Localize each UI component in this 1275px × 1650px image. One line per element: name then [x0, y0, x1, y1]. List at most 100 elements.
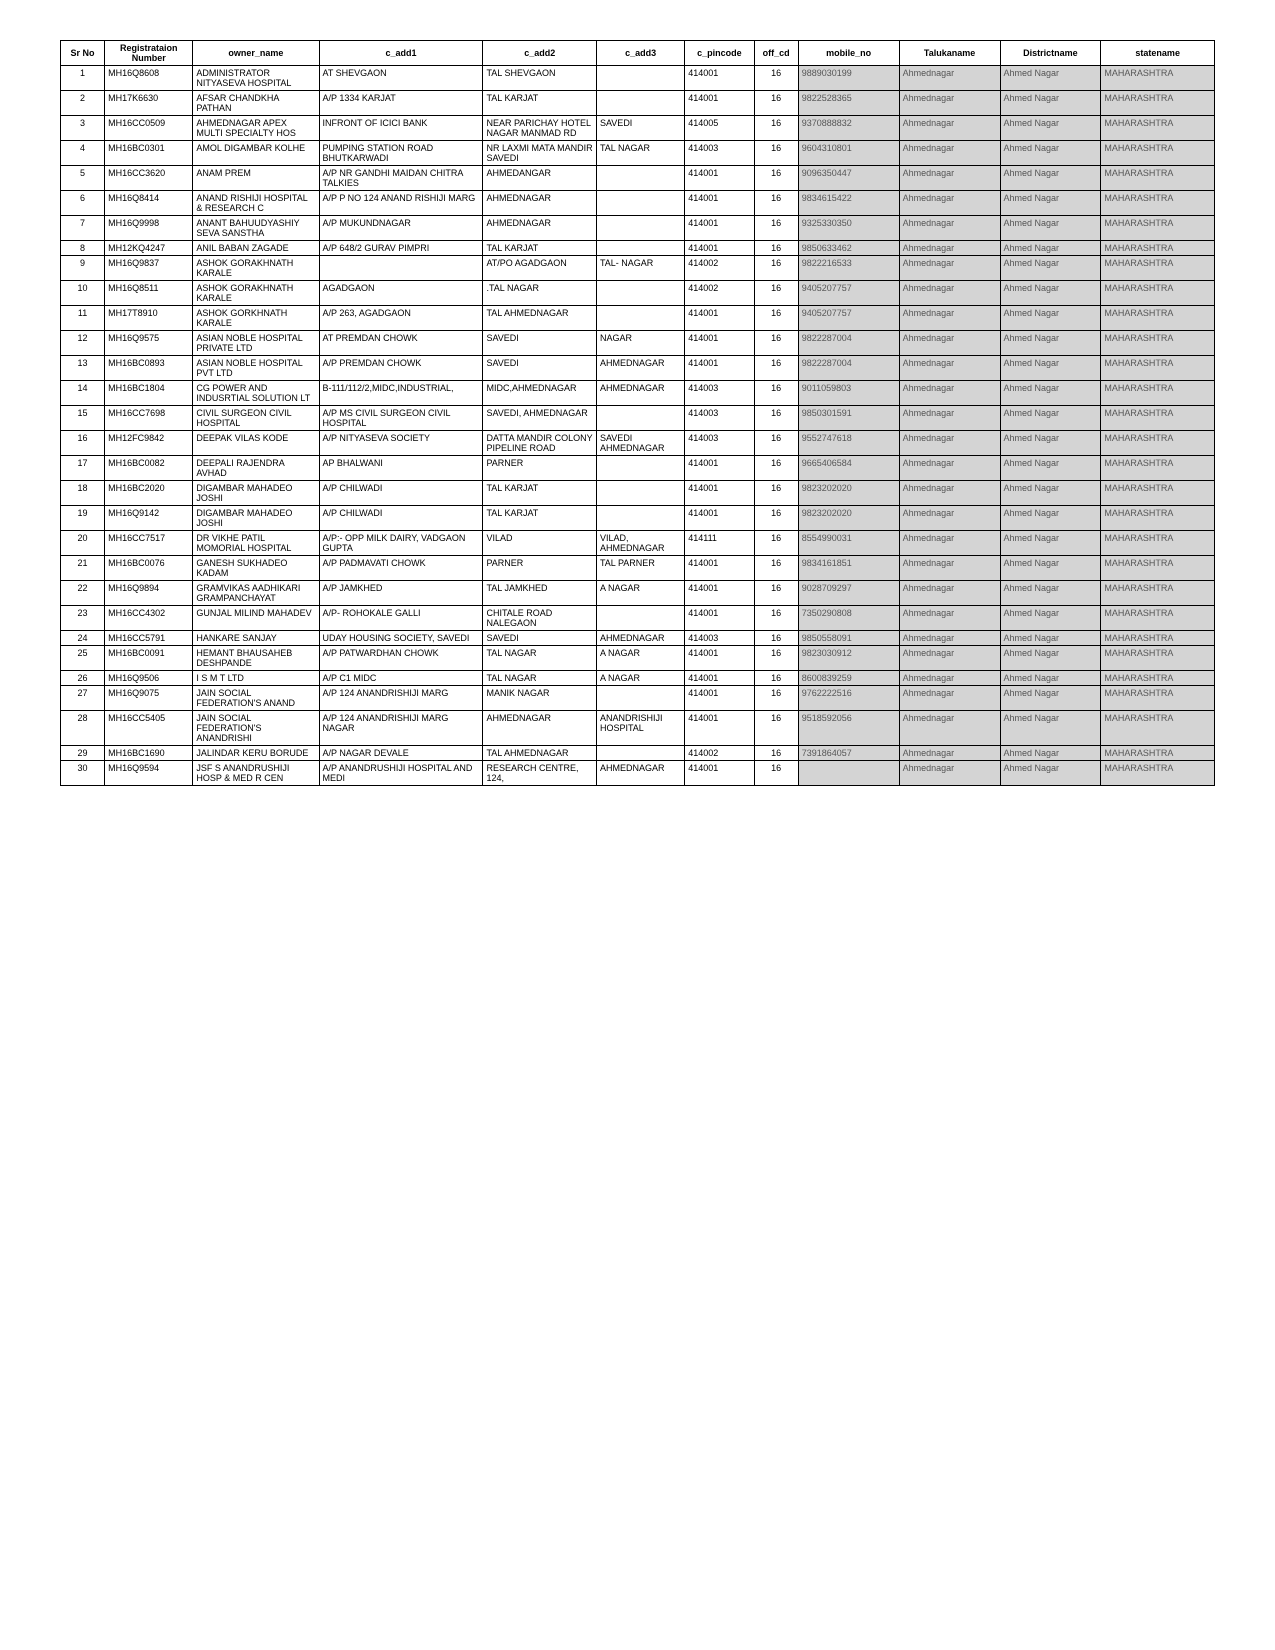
table-cell: 414001 — [685, 711, 754, 746]
column-header: Talukaname — [899, 41, 1000, 66]
table-cell: 16 — [754, 381, 798, 406]
table-cell: MAHARASHTRA — [1101, 331, 1215, 356]
table-cell: MAHARASHTRA — [1101, 381, 1215, 406]
table-cell: 414001 — [685, 166, 754, 191]
table-cell: A/P NR GANDHI MAIDAN CHITRA TALKIES — [319, 166, 483, 191]
table-cell — [596, 606, 684, 631]
table-cell: 16 — [754, 631, 798, 646]
table-cell: 25 — [61, 646, 105, 671]
table-cell: DATTA MANDIR COLONY PIPELINE ROAD — [483, 431, 597, 456]
table-cell: A/P 124 ANANDRISHIJI MARG — [319, 686, 483, 711]
table-cell: 9822287004 — [798, 331, 899, 356]
table-cell: TAL KARJAT — [483, 91, 597, 116]
table-cell: 414001 — [685, 646, 754, 671]
table-cell: A/P PADMAVATI CHOWK — [319, 556, 483, 581]
table-cell: 11 — [61, 306, 105, 331]
column-header: mobile_no — [798, 41, 899, 66]
table-cell: MAHARASHTRA — [1101, 116, 1215, 141]
table-cell: MH16Q9998 — [105, 216, 193, 241]
table-cell: ASIAN NOBLE HOSPITAL PRIVATE LTD — [193, 331, 319, 356]
table-cell — [596, 216, 684, 241]
column-header: Districtname — [1000, 41, 1101, 66]
table-row: 9MH16Q9837ASHOK GORAKHNATH KARALEAT/PO A… — [61, 256, 1215, 281]
table-cell: Ahmednagar — [899, 216, 1000, 241]
table-cell: MH16BC2020 — [105, 481, 193, 506]
table-row: 24MH16CC5791HANKARE SANJAYUDAY HOUSING S… — [61, 631, 1215, 646]
table-cell: MH17K6630 — [105, 91, 193, 116]
table-cell: Ahmednagar — [899, 711, 1000, 746]
table-cell: INFRONT OF ICICI BANK — [319, 116, 483, 141]
table-cell: 414001 — [685, 481, 754, 506]
table-cell: Ahmednagar — [899, 671, 1000, 686]
table-cell: A/P NITYASEVA SOCIETY — [319, 431, 483, 456]
table-cell: AT/PO AGADGAON — [483, 256, 597, 281]
table-cell: 414001 — [685, 556, 754, 581]
table-cell: MAHARASHTRA — [1101, 506, 1215, 531]
table-cell: A/P CHILWADI — [319, 481, 483, 506]
table-cell: 16 — [754, 686, 798, 711]
table-cell: A/P 648/2 GURAV PIMPRI — [319, 241, 483, 256]
table-cell: 16 — [754, 241, 798, 256]
table-cell: 414001 — [685, 66, 754, 91]
table-cell: 414002 — [685, 746, 754, 761]
table-cell: A/P 1334 KARJAT — [319, 91, 483, 116]
table-cell: AT SHEVGAON — [319, 66, 483, 91]
table-cell: ASHOK GORKHNATH KARALE — [193, 306, 319, 331]
table-cell: 414001 — [685, 581, 754, 606]
table-cell: MAHARASHTRA — [1101, 631, 1215, 646]
table-cell: 16 — [754, 91, 798, 116]
table-cell: Ahmed Nagar — [1000, 191, 1101, 216]
table-cell: Ahmed Nagar — [1000, 606, 1101, 631]
table-cell: AHMEDNAGAR — [483, 216, 597, 241]
table-cell — [596, 91, 684, 116]
table-cell: 414001 — [685, 91, 754, 116]
table-row: 23MH16CC4302GUNJAL MILIND MAHADEVA/P- RO… — [61, 606, 1215, 631]
table-cell: MAHARASHTRA — [1101, 746, 1215, 761]
table-row: 25MH16BC0091HEMANT BHAUSAHEB DESHPANDEA/… — [61, 646, 1215, 671]
table-cell: 7350290808 — [798, 606, 899, 631]
table-cell: MIDC,AHMEDNAGAR — [483, 381, 597, 406]
table-cell: Ahmed Nagar — [1000, 331, 1101, 356]
table-cell: ANANT BAHUUDYASHIY SEVA SANSTHA — [193, 216, 319, 241]
table-cell — [596, 506, 684, 531]
table-cell: 16 — [754, 116, 798, 141]
table-cell: 16 — [754, 761, 798, 786]
table-cell: 17 — [61, 456, 105, 481]
table-cell: Ahmednagar — [899, 91, 1000, 116]
table-cell: 9096350447 — [798, 166, 899, 191]
table-cell: 16 — [754, 711, 798, 746]
column-header: off_cd — [754, 41, 798, 66]
table-row: 13MH16BC0893ASIAN NOBLE HOSPITAL PVT LTD… — [61, 356, 1215, 381]
table-cell: Ahmednagar — [899, 306, 1000, 331]
table-cell: Ahmednagar — [899, 356, 1000, 381]
table-cell: JAIN SOCIAL FEDERATION'S ANANDRISHI — [193, 711, 319, 746]
table-cell: Ahmednagar — [899, 381, 1000, 406]
table-row: 2MH17K6630AFSAR CHANDKHA PATHANA/P 1334 … — [61, 91, 1215, 116]
table-cell: GUNJAL MILIND MAHADEV — [193, 606, 319, 631]
table-cell: A/P C1 MIDC — [319, 671, 483, 686]
table-cell: 8554990031 — [798, 531, 899, 556]
table-cell: MAHARASHTRA — [1101, 216, 1215, 241]
table-cell: SAVEDI — [483, 331, 597, 356]
table-cell: RESEARCH CENTRE, 124, — [483, 761, 597, 786]
table-cell: MAHARASHTRA — [1101, 356, 1215, 381]
table-cell: 16 — [754, 306, 798, 331]
table-row: 18MH16BC2020DIGAMBAR MAHADEO JOSHIA/P CH… — [61, 481, 1215, 506]
column-header: c_pincode — [685, 41, 754, 66]
table-cell: 9850558091 — [798, 631, 899, 646]
column-header: c_add3 — [596, 41, 684, 66]
table-cell: 16 — [754, 456, 798, 481]
table-cell — [596, 306, 684, 331]
table-cell: A NAGAR — [596, 646, 684, 671]
column-header: Registrataion Number — [105, 41, 193, 66]
table-cell: A/P- ROHOKALE GALLI — [319, 606, 483, 631]
table-cell: AHMEDNAGAR — [596, 631, 684, 646]
table-cell: 9822528365 — [798, 91, 899, 116]
table-cell: 10 — [61, 281, 105, 306]
table-cell: MH16Q8511 — [105, 281, 193, 306]
table-cell: TAL AHMEDNAGAR — [483, 746, 597, 761]
table-cell: 3 — [61, 116, 105, 141]
table-cell: Ahmed Nagar — [1000, 671, 1101, 686]
table-row: 3MH16CC0509AHMEDNAGAR APEX MULTI SPECIAL… — [61, 116, 1215, 141]
table-cell: 414001 — [685, 216, 754, 241]
